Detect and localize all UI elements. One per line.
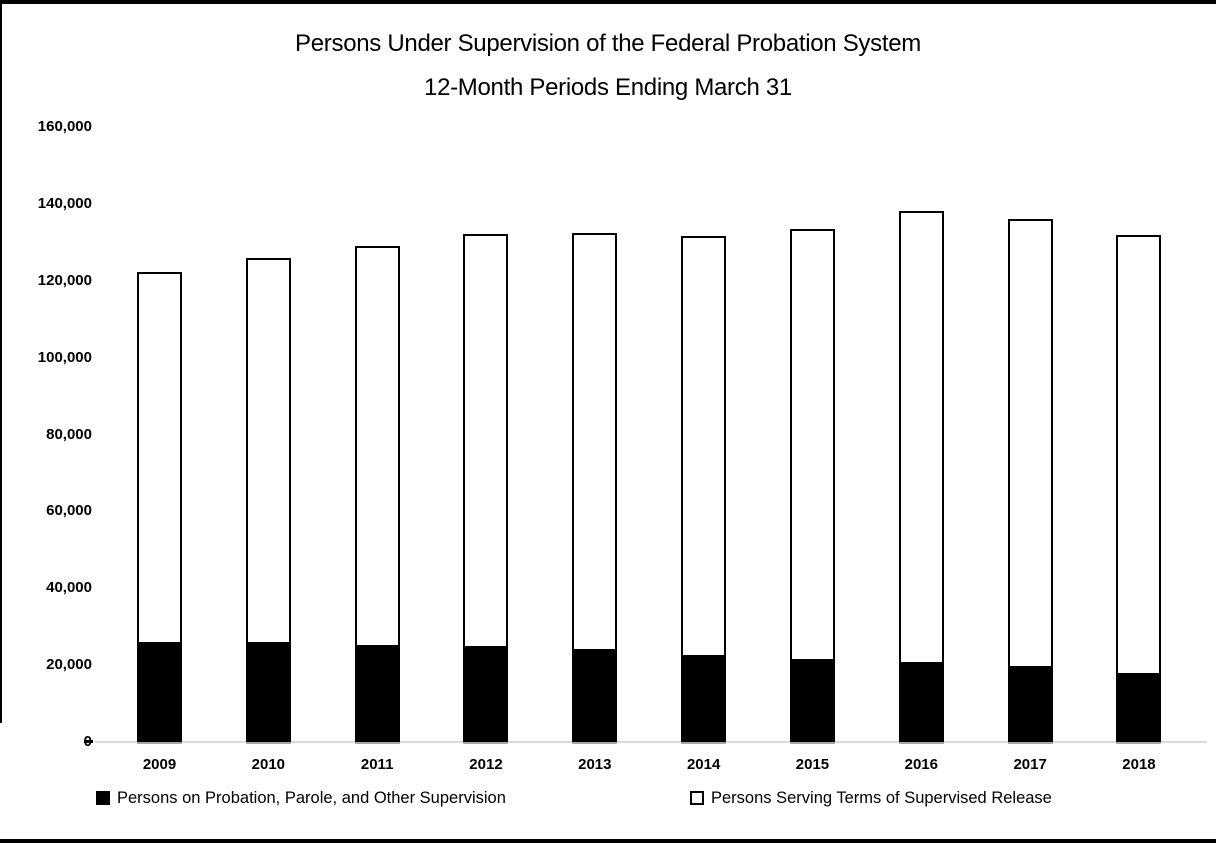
bar-2009-supervised-release-segment: [137, 271, 182, 644]
bar-2014-base-shadow: [681, 742, 727, 744]
bar-2010-probation-segment: [245, 643, 291, 742]
bar-2012-probation-segment: [463, 648, 509, 742]
legend-label-supervised-release: Persons Serving Terms of Supervised Rele…: [711, 789, 1052, 807]
chart-subtitle: 12-Month Periods Ending March 31: [424, 74, 792, 101]
bar-2018-probation-segment: [1116, 674, 1162, 742]
bar-2017-probation-segment: [1007, 668, 1053, 742]
bar-2013-probation-segment: [572, 651, 618, 742]
x-tick-label-2015: 2015: [795, 756, 830, 773]
chart-title-block: Persons Under Supervision of the Federal…: [0, 22, 1216, 110]
bar-2010-base-shadow: [245, 742, 291, 744]
y-tick-label-80000: 80,000: [46, 425, 92, 443]
chart-title: Persons Under Supervision of the Federal…: [295, 30, 921, 57]
bar-2015-supervised-release-segment: [789, 229, 835, 662]
y-tick-label-60000: 60,000: [46, 502, 92, 520]
bar-2011-probation-segment: [354, 646, 400, 742]
page-border-bottom: [0, 839, 1216, 843]
y-tick-label-100000: 100,000: [37, 348, 92, 366]
legend-item-probation: Persons on Probation, Parole, and Other …: [96, 786, 506, 810]
y-tick-label-0: 0: [83, 733, 92, 750]
x-tick-label-2018: 2018: [1122, 756, 1156, 773]
bar-2010-supervised-release-segment: [245, 257, 291, 644]
y-tick-label-40000: 40,000: [46, 579, 92, 597]
bar-2018-base-shadow: [1116, 742, 1162, 744]
legend-swatch-probation-icon: [96, 791, 110, 805]
bar-2016-base-shadow: [898, 742, 944, 744]
page-border-top: [0, 0, 1216, 4]
bar-2013-supervised-release-segment: [572, 233, 618, 652]
y-axis-zero-tick: [84, 740, 93, 743]
y-tick-label-20000: 20,000: [46, 656, 92, 674]
x-tick-label-2012: 2012: [469, 756, 503, 773]
bar-2017-supervised-release-segment: [1007, 218, 1053, 669]
bar-2012-supervised-release-segment: [463, 233, 509, 649]
page-border-left: [0, 0, 2, 723]
bar-2014-probation-segment: [681, 657, 727, 742]
bar-2016-supervised-release-segment: [898, 211, 944, 664]
bar-2011-base-shadow: [354, 742, 400, 744]
y-tick-label-120000: 120,000: [37, 271, 92, 289]
x-tick-label-2013: 2013: [578, 756, 612, 773]
bar-2015-base-shadow: [789, 742, 835, 744]
bar-2018-supervised-release-segment: [1116, 234, 1162, 675]
x-tick-label-2010: 2010: [251, 756, 286, 773]
x-tick-label-2017: 2017: [1013, 756, 1047, 773]
x-tick-label-2009: 2009: [142, 756, 177, 773]
legend-label-probation: Persons on Probation, Parole, and Other …: [117, 789, 506, 807]
x-tick-label-2011: 2011: [360, 756, 394, 773]
legend: Persons on Probation, Parole, and Other …: [0, 786, 1216, 812]
bar-2011-supervised-release-segment: [354, 246, 400, 647]
y-tick-label-140000: 140,000: [37, 194, 92, 212]
x-tick-label-2014: 2014: [686, 756, 721, 773]
bar-2012-base-shadow: [463, 742, 509, 744]
x-axis-line: [95, 741, 1207, 743]
x-tick-label-2016: 2016: [904, 756, 938, 773]
bar-2016-probation-segment: [898, 663, 944, 742]
bar-2014-supervised-release-segment: [681, 235, 727, 658]
bar-2013-base-shadow: [572, 742, 618, 744]
bar-2009-probation-segment: [137, 643, 182, 742]
bar-2009-base-shadow: [137, 742, 182, 744]
bar-2017-base-shadow: [1007, 742, 1053, 744]
y-tick-label-160000: 160,000: [37, 118, 92, 135]
bar-2015-probation-segment: [789, 661, 835, 742]
legend-swatch-supervised-release-icon: [690, 791, 704, 805]
legend-item-supervised-release: Persons Serving Terms of Supervised Rele…: [690, 786, 1052, 810]
